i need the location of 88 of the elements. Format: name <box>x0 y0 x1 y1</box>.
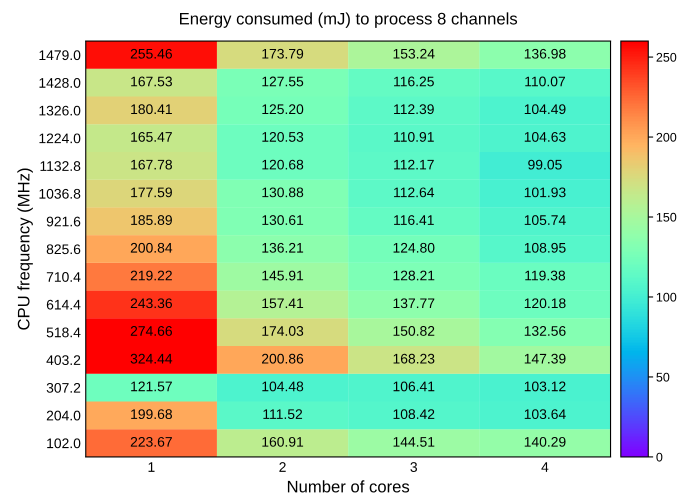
data-label: 99.05 <box>528 160 562 170</box>
data-label: 136.21 <box>262 242 304 253</box>
data-label: 103.64 <box>524 409 566 420</box>
y-tick-label: 825.6 <box>46 244 80 254</box>
y-tick-label: 1036.8 <box>39 188 80 199</box>
data-label: 200.84 <box>130 242 172 253</box>
y-tick-label: 307.2 <box>46 382 80 393</box>
x-tick-label: 2 <box>279 462 286 472</box>
data-label: 165.47 <box>131 132 172 142</box>
color-bar-label: 0 <box>656 452 662 462</box>
data-label: 200.86 <box>262 354 304 364</box>
y-tick-label: 710.4 <box>46 272 80 282</box>
data-label: 105.74 <box>524 215 566 226</box>
x-tick-label: 3 <box>410 462 417 472</box>
y-tick-label: 921.6 <box>46 216 80 226</box>
data-label: 219.22 <box>130 270 172 280</box>
data-label: 168.23 <box>394 354 434 364</box>
data-label: 324.44 <box>130 354 172 364</box>
data-label: 153.24 <box>394 48 435 59</box>
y-tick-label: 403.2 <box>46 355 80 366</box>
color-bar-label: 150 <box>656 212 676 222</box>
y-tick-label: 1428.0 <box>39 78 80 88</box>
data-label: 127.55 <box>262 76 304 86</box>
data-label: 106.41 <box>394 382 434 392</box>
data-label: 223.67 <box>130 436 172 447</box>
data-label: 112.17 <box>394 160 434 170</box>
data-label: 173.79 <box>262 48 304 59</box>
data-label: 119.38 <box>525 270 566 280</box>
data-label: 180.41 <box>131 104 172 114</box>
data-label: 108.42 <box>394 409 434 420</box>
color-bar-label: 50 <box>656 372 670 382</box>
data-label: 101.93 <box>524 187 566 198</box>
data-label: 132.56 <box>524 326 566 336</box>
data-label: 110.91 <box>394 132 434 142</box>
data-label: 130.61 <box>262 215 304 226</box>
y-tick-label: 1224.0 <box>39 133 80 144</box>
data-label: 104.49 <box>524 104 566 114</box>
data-label: 199.68 <box>131 409 172 420</box>
data-label: 128.21 <box>394 270 434 280</box>
chart-title: Energy consumed (mJ) to process 8 channels <box>180 12 518 28</box>
data-label: 255.46 <box>130 48 172 59</box>
x-tick-label: 1 <box>148 462 155 472</box>
data-label: 147.39 <box>524 354 566 364</box>
data-label: 120.68 <box>262 160 304 170</box>
data-label: 185.89 <box>131 215 172 226</box>
data-label: 120.18 <box>524 298 566 308</box>
data-label: 120.53 <box>262 132 304 142</box>
y-tick-label: 204.0 <box>46 410 80 420</box>
data-label: 130.88 <box>262 187 304 198</box>
data-label: 144.51 <box>394 437 434 447</box>
data-label: 157.41 <box>262 298 304 308</box>
x-tick-label: 4 <box>541 462 548 472</box>
data-label: 104.63 <box>524 132 566 142</box>
y-tick-label: 1132.8 <box>40 161 80 171</box>
data-label: 121.57 <box>131 382 172 392</box>
data-label: 110.07 <box>525 76 565 86</box>
data-label: 104.48 <box>262 382 304 392</box>
color-bar-label: 100 <box>656 292 676 302</box>
data-label: 108.95 <box>524 242 566 253</box>
data-label: 116.25 <box>394 76 434 86</box>
data-label: 103.12 <box>524 382 566 392</box>
data-label: 137.77 <box>394 298 434 308</box>
color-bar-label: 250 <box>656 52 676 62</box>
data-label: 160.91 <box>262 436 304 447</box>
y-tick-label: 102.0 <box>47 438 80 448</box>
data-label: 124.80 <box>394 242 434 253</box>
x-axis-title: Number of cores <box>288 480 410 493</box>
data-label: 243.36 <box>130 298 172 308</box>
data-label: 140.29 <box>524 436 566 447</box>
data-label: 125.20 <box>262 104 304 114</box>
data-label: 145.91 <box>262 270 304 280</box>
y-tick-label: 1326.0 <box>39 106 80 116</box>
data-label: 112.64 <box>394 187 434 198</box>
data-label: 174.03 <box>262 326 304 336</box>
y-tick-label: 518.4 <box>46 327 80 338</box>
data-label: 116.41 <box>394 215 434 226</box>
data-label: 177.59 <box>131 187 172 198</box>
data-label: 274.66 <box>130 326 172 336</box>
y-tick-label: 1479.0 <box>39 50 80 60</box>
data-label: 167.78 <box>131 160 172 170</box>
color-bar-label: 200 <box>656 132 676 142</box>
data-label: 111.52 <box>263 409 302 420</box>
data-label: 167.53 <box>131 76 172 86</box>
y-tick-label: 614.4 <box>46 300 80 310</box>
data-label: 150.82 <box>394 326 434 336</box>
data-label: 112.39 <box>394 104 434 114</box>
y-axis-title: CPU frequency (MHz) <box>17 168 33 330</box>
data-label: 136.98 <box>524 48 566 59</box>
